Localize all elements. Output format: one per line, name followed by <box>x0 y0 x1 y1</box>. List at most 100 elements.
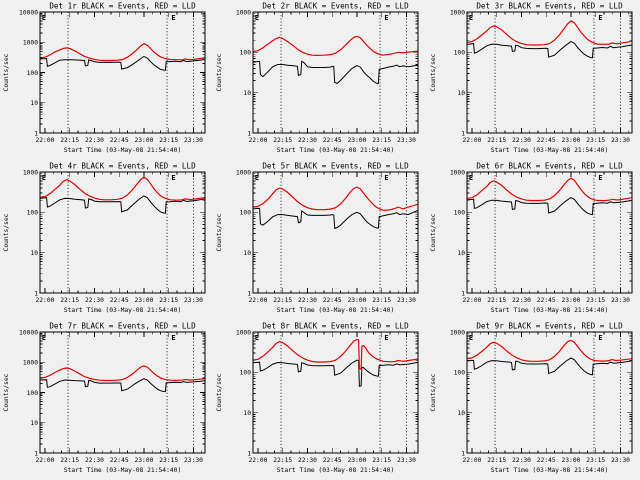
x-tick-label: 22:00 <box>249 457 268 464</box>
lld-series <box>40 365 205 382</box>
y-tick-label: 10 <box>457 90 465 97</box>
y-tick-label: 1000 <box>236 169 251 176</box>
plot-panel-det-5r: 22:00 22:15 22:30 22:45 23:00 23:15 23:30 1 10 10… <box>213 160 426 320</box>
y-tick-label: 1000 <box>23 360 38 367</box>
plot-frame <box>466 331 633 454</box>
x-tick-label: 22:30 <box>298 457 317 464</box>
panel-title: Det 2r BLACK = Events, RED = LLD <box>263 2 410 11</box>
x-tick-label: 23:30 <box>397 137 416 144</box>
plot-svg-det-6r: 22:00 22:15 22:30 22:45 23:00 23:15 23:30 1 10 10… <box>430 162 633 314</box>
x-tick-label: 23:00 <box>348 457 367 464</box>
x-tick-label: 23:00 <box>134 297 153 304</box>
y-tick-label: 100 <box>453 210 465 217</box>
x-tick-label: 23:30 <box>184 297 203 304</box>
y-tick-label: 100 <box>27 390 39 397</box>
x-tick-label: 22:00 <box>462 297 481 304</box>
x-tick-label: 22:45 <box>323 457 342 464</box>
x-tick-label: 22:15 <box>487 297 506 304</box>
x-tick-label: 23:00 <box>561 297 580 304</box>
y-tick-label: 1 <box>248 130 252 137</box>
y-tick-label: 1 <box>34 290 38 297</box>
x-tick-label: 23:30 <box>611 137 630 144</box>
x-tick-label: 22:45 <box>110 457 129 464</box>
eclipse-marker-label: E <box>598 174 602 182</box>
x-tick-label: 23:15 <box>586 137 605 144</box>
x-axis-title: Start Time (03-May-08 21:54:40) <box>490 147 608 154</box>
x-axis-title: Start Time (03-May-08 21:54:40) <box>64 467 182 474</box>
x-tick-label: 22:45 <box>323 297 342 304</box>
x-tick-label: 22:45 <box>110 137 129 144</box>
lld-series <box>253 338 419 370</box>
plot-panel-det-8r: 22:00 22:15 22:30 22:45 23:00 23:15 23:30 1 10 10… <box>213 320 426 480</box>
plot-panel-det-7r: 22:00 22:15 22:30 22:45 23:00 23:15 23:30 1 10 10… <box>0 320 213 480</box>
eclipse-marker-label: E <box>598 14 602 22</box>
y-tick-label: 100 <box>453 50 465 57</box>
y-axis-title: Counts/sec <box>216 213 223 251</box>
x-axis-title: Start Time (03-May-08 21:54:40) <box>64 307 182 314</box>
x-tick-label: 23:00 <box>348 137 367 144</box>
y-tick-label: 1 <box>34 130 38 137</box>
plot-frame <box>39 11 206 134</box>
eclipse-marker-label: E <box>255 334 259 342</box>
x-tick-label: 22:30 <box>85 137 104 144</box>
plot-svg-det-8r: 22:00 22:15 22:30 22:45 23:00 23:15 23:30 1 10 10… <box>216 322 419 474</box>
lld-series <box>466 177 632 202</box>
eclipse-marker-label: E <box>255 14 259 22</box>
x-tick-label: 23:30 <box>611 457 630 464</box>
plot-frame <box>252 11 419 134</box>
y-tick-label: 1 <box>34 450 38 457</box>
x-tick-label: 22:15 <box>274 297 293 304</box>
x-tick-label: 22:30 <box>85 457 104 464</box>
lld-series <box>40 176 205 201</box>
x-tick-label: 22:00 <box>35 137 54 144</box>
plot-svg-det-9r: 22:00 22:15 22:30 22:45 23:00 23:15 23:30 1 10 10… <box>430 322 633 474</box>
eclipse-marker-label: E <box>171 14 175 22</box>
events-series <box>253 60 419 84</box>
x-tick-label: 22:00 <box>35 457 54 464</box>
y-tick-label: 10 <box>244 250 252 257</box>
eclipse-marker-label: E <box>171 334 175 342</box>
y-tick-label: 10000 <box>19 9 38 16</box>
x-tick-label: 23:30 <box>611 297 630 304</box>
x-tick-label: 22:45 <box>323 137 342 144</box>
y-tick-label: 10 <box>457 250 465 257</box>
x-tick-label: 23:30 <box>397 297 416 304</box>
x-tick-label: 23:15 <box>373 457 392 464</box>
events-series <box>40 195 205 214</box>
y-axis-title: Counts/sec <box>216 373 223 411</box>
events-series <box>466 41 632 59</box>
panel-title: Det 9r BLACK = Events, RED = LLD <box>476 322 623 331</box>
events-series <box>253 359 419 387</box>
x-tick-label: 22:15 <box>274 457 293 464</box>
eclipse-marker-label: E <box>42 14 46 22</box>
plot-svg-det-3r: 22:00 22:15 22:30 22:45 23:00 23:15 23:30 1 10 10… <box>430 2 633 154</box>
x-tick-label: 23:15 <box>373 297 392 304</box>
y-tick-label: 1000 <box>236 329 251 336</box>
y-tick-label: 10 <box>30 420 38 427</box>
x-tick-label: 22:15 <box>60 297 79 304</box>
lld-series <box>40 42 205 62</box>
lld-series <box>466 339 632 362</box>
y-tick-label: 100 <box>240 210 252 217</box>
x-tick-label: 22:00 <box>249 297 268 304</box>
x-tick-label: 22:15 <box>60 457 79 464</box>
plot-frame <box>252 171 419 294</box>
x-tick-label: 22:30 <box>298 297 317 304</box>
x-axis-title: Start Time (03-May-08 21:54:40) <box>277 147 395 154</box>
eclipse-marker-label: E <box>598 334 602 342</box>
panel-title: Det 7r BLACK = Events, RED = LLD <box>49 322 196 331</box>
y-tick-label: 100 <box>27 70 39 77</box>
plot-frame <box>252 331 419 454</box>
y-tick-label: 100 <box>240 50 252 57</box>
y-tick-label: 10 <box>30 100 38 107</box>
y-tick-label: 10 <box>244 410 252 417</box>
x-tick-label: 23:00 <box>561 137 580 144</box>
x-tick-label: 22:15 <box>487 137 506 144</box>
events-series <box>466 197 632 216</box>
x-tick-label: 22:45 <box>110 297 129 304</box>
x-tick-label: 23:15 <box>159 137 178 144</box>
y-tick-label: 1000 <box>236 9 251 16</box>
panel-title: Det 8r BLACK = Events, RED = LLD <box>263 322 410 331</box>
panel-title: Det 5r BLACK = Events, RED = LLD <box>263 162 410 171</box>
